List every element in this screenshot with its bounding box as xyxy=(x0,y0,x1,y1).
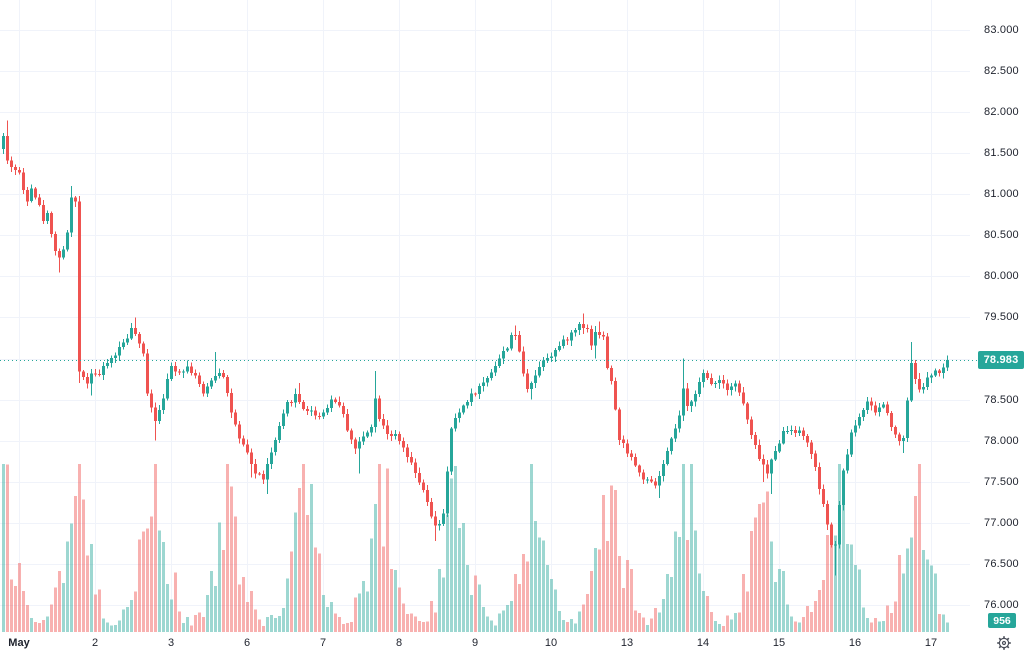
volume-bars xyxy=(2,464,949,632)
volume-badge: 956 xyxy=(988,613,1016,628)
gear-icon xyxy=(997,636,1011,650)
vertical-gridlines xyxy=(19,0,932,632)
settings-gear-button[interactable] xyxy=(994,633,1014,653)
candles xyxy=(2,120,949,576)
last-price-badge: 78.983 xyxy=(978,351,1024,369)
horizontal-gridlines xyxy=(0,30,970,606)
